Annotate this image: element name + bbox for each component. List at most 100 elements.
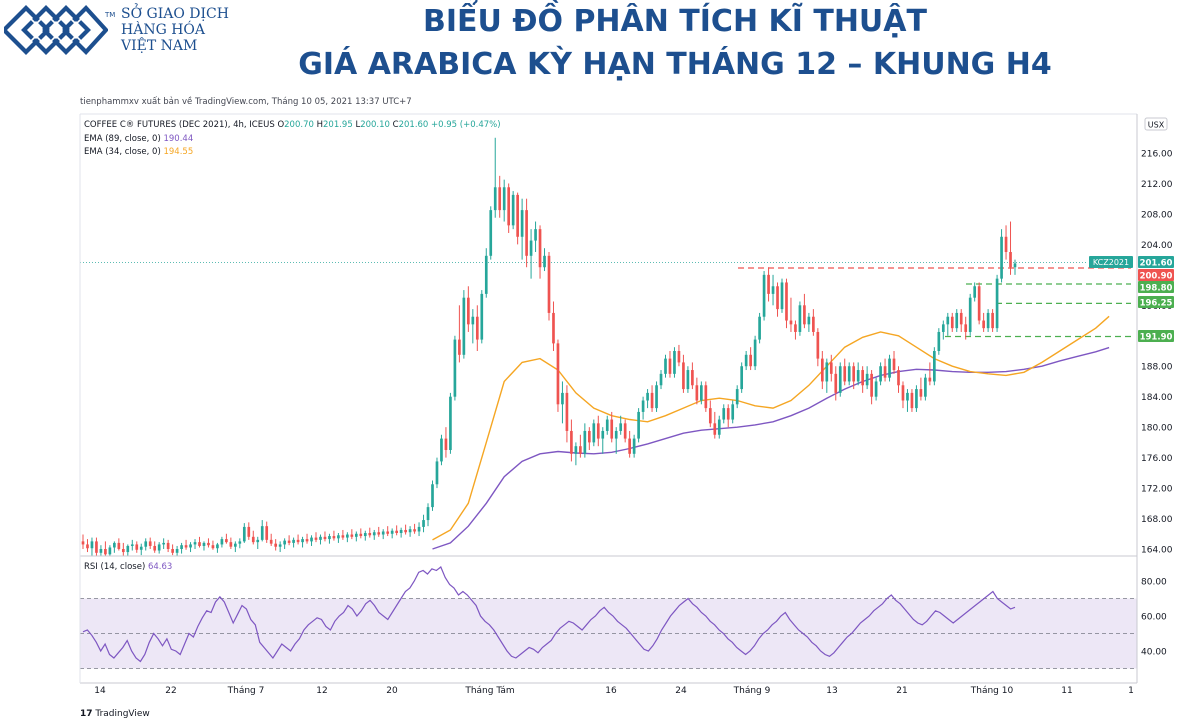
candle-body (807, 316, 811, 325)
candle-body (610, 419, 614, 439)
page-title-line-1: BIỂU ĐỒ PHÂN TÍCH KĨ THUẬT (423, 4, 927, 39)
y-tick-label: 168.00 (1141, 515, 1173, 525)
candle-body (547, 255, 551, 313)
candle-body (202, 542, 206, 546)
candle-body (883, 366, 887, 378)
candle-body (328, 536, 331, 540)
candle-body (592, 423, 596, 443)
candle-body (749, 354, 752, 367)
logo-line-1: SỞ GIAO DỊCH (121, 6, 229, 22)
candle-body (995, 278, 999, 329)
candle-body (973, 286, 977, 298)
candle-body (431, 484, 434, 508)
candle-body (686, 370, 690, 390)
candle-body (852, 366, 856, 382)
footer-brand: 17 TradingView (80, 709, 150, 719)
candle-body (650, 392, 654, 409)
candle-body (189, 544, 192, 548)
candle-body (426, 507, 430, 521)
candle-body (968, 297, 972, 332)
candle-body (941, 324, 945, 332)
candle-body (843, 366, 847, 382)
candle-body (130, 544, 134, 546)
price-tag (1138, 296, 1174, 308)
candle-body (292, 539, 295, 543)
y-tick-label: 212.00 (1141, 180, 1173, 190)
candle-body (157, 544, 161, 551)
candle-body (740, 366, 744, 390)
candle-body (520, 210, 524, 237)
candle-body (574, 446, 578, 454)
candle-body (785, 282, 788, 321)
candle-body (216, 544, 219, 549)
candle-body (677, 351, 681, 363)
candle-body (673, 351, 676, 374)
candle-body (874, 381, 878, 397)
candle-body (171, 549, 174, 553)
candle-body (117, 542, 121, 549)
candle-body (717, 419, 721, 435)
candle-body (198, 542, 201, 546)
candle-body (1000, 236, 1003, 279)
candle-body (390, 530, 394, 534)
candle-body (579, 446, 582, 454)
candle-body (113, 542, 116, 548)
candle-body (377, 532, 381, 535)
x-tick-label: 12 (316, 686, 327, 696)
candle-body (744, 354, 748, 367)
candle-body (735, 389, 739, 405)
candle-body (726, 408, 730, 420)
candle-body (601, 430, 605, 439)
candle-body (937, 331, 941, 351)
tradingview-brand: TradingView (95, 709, 150, 719)
price-pane (80, 137, 1131, 556)
candle-body (583, 430, 587, 454)
candle-body (435, 461, 439, 485)
logo-mark-icon (1, 4, 109, 56)
candle-body (596, 423, 600, 439)
candle-body (722, 408, 726, 420)
candle-body (933, 351, 936, 382)
candle-body (278, 544, 282, 547)
candle-body (346, 534, 349, 538)
x-tick-label: 14 (94, 686, 106, 696)
candle-body (525, 210, 528, 256)
candle-body (758, 316, 761, 340)
candle-body (955, 312, 959, 329)
candle-body (816, 331, 820, 359)
x-tick-label: 21 (896, 686, 907, 696)
candle-body (220, 539, 224, 545)
candle-body (229, 542, 233, 547)
candle-body (287, 540, 291, 543)
x-tick-label: Tháng 9 (733, 686, 771, 696)
candle-body (148, 541, 152, 546)
candle-body (81, 541, 85, 545)
candle-body (901, 385, 905, 401)
candle-body (977, 286, 981, 321)
candle-body (964, 324, 968, 332)
candle-body (538, 229, 542, 268)
candle-body (888, 358, 891, 378)
candle-body (614, 430, 618, 439)
price-tag-value: 191.90 (1140, 333, 1173, 343)
x-tick-label: 24 (675, 686, 687, 696)
candle-body (753, 339, 757, 367)
indicator-legend: EMA (34, close, 0) 194.55 (84, 147, 193, 157)
candle-body (121, 549, 125, 553)
logo-line-2: HÀNG HÓA (121, 22, 205, 38)
candle-body (139, 546, 143, 550)
candle-body (892, 358, 896, 371)
y-tick-label: 204.00 (1141, 241, 1173, 251)
price-tag-value: 196.25 (1140, 299, 1173, 309)
x-tick-label: 1 (1128, 686, 1134, 696)
y-tick-label: 188.00 (1141, 363, 1173, 373)
candle-body (847, 366, 851, 382)
candle-body (919, 389, 923, 397)
candle-body (175, 549, 179, 553)
candle-body (664, 358, 667, 374)
candle-body (489, 210, 493, 256)
candle-body (283, 540, 286, 545)
currency-label: USX (1148, 121, 1165, 130)
candle-body (467, 297, 470, 325)
